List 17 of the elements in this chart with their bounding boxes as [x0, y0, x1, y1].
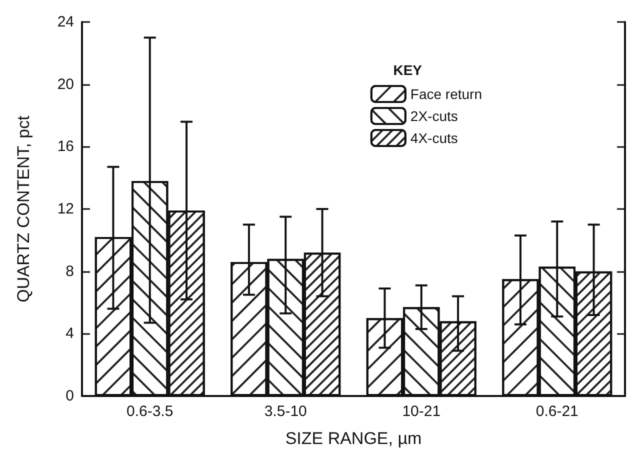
legend-label: 2X-cuts [410, 108, 458, 124]
x-tick-label: 0.6-21 [536, 403, 578, 420]
y-tick-label: 4 [66, 325, 74, 342]
legend-label: 4X-cuts [410, 130, 458, 146]
y-tick-label: 24 [57, 14, 74, 30]
x-tick-label: 10-21 [402, 403, 441, 420]
y-axis-title: QUARTZ CONTENT, pct [14, 115, 33, 302]
y-tick-label: 0 [66, 388, 74, 404]
x-tick-label: 3.5-10 [264, 403, 307, 420]
legend-label: Face return [410, 86, 482, 102]
x-tick-label: 0.6-3.5 [126, 403, 174, 420]
legend-title: KEY [393, 62, 423, 78]
x-axis-title: SIZE RANGE, µm [285, 429, 422, 448]
y-tick-label: 8 [66, 262, 74, 280]
y-tick-label: 12 [57, 200, 74, 218]
y-tick-label: 16 [57, 138, 74, 156]
y-tick-label: 20 [57, 76, 74, 93]
